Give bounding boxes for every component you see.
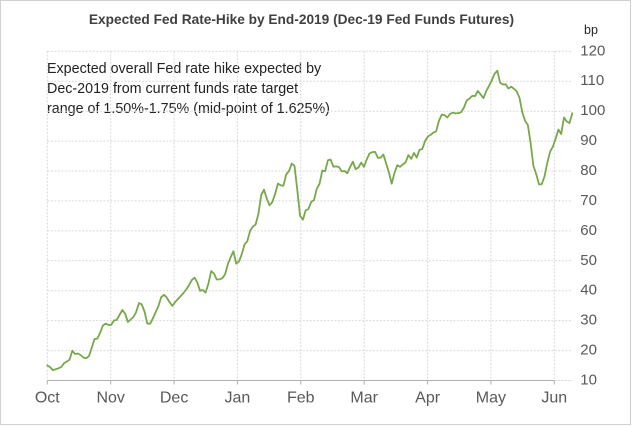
svg-text:30: 30 bbox=[580, 312, 597, 329]
svg-text:Nov: Nov bbox=[96, 390, 124, 407]
svg-text:Jan: Jan bbox=[225, 390, 251, 407]
svg-text:70: 70 bbox=[580, 192, 597, 209]
svg-text:100: 100 bbox=[580, 102, 605, 119]
svg-text:Oct: Oct bbox=[35, 390, 60, 407]
svg-text:110: 110 bbox=[580, 72, 604, 89]
svg-text:Dec: Dec bbox=[160, 390, 188, 407]
svg-text:Jun: Jun bbox=[541, 390, 567, 407]
svg-text:Mar: Mar bbox=[350, 390, 378, 407]
svg-text:May: May bbox=[476, 390, 506, 407]
svg-text:90: 90 bbox=[580, 132, 597, 149]
svg-text:50: 50 bbox=[580, 252, 597, 269]
svg-text:Apr: Apr bbox=[415, 390, 441, 407]
svg-text:10: 10 bbox=[580, 372, 597, 389]
svg-text:80: 80 bbox=[580, 162, 597, 179]
svg-text:20: 20 bbox=[580, 342, 597, 359]
svg-text:40: 40 bbox=[580, 282, 597, 299]
svg-text:Feb: Feb bbox=[287, 390, 315, 407]
svg-text:60: 60 bbox=[580, 222, 597, 239]
svg-text:120: 120 bbox=[580, 42, 605, 59]
